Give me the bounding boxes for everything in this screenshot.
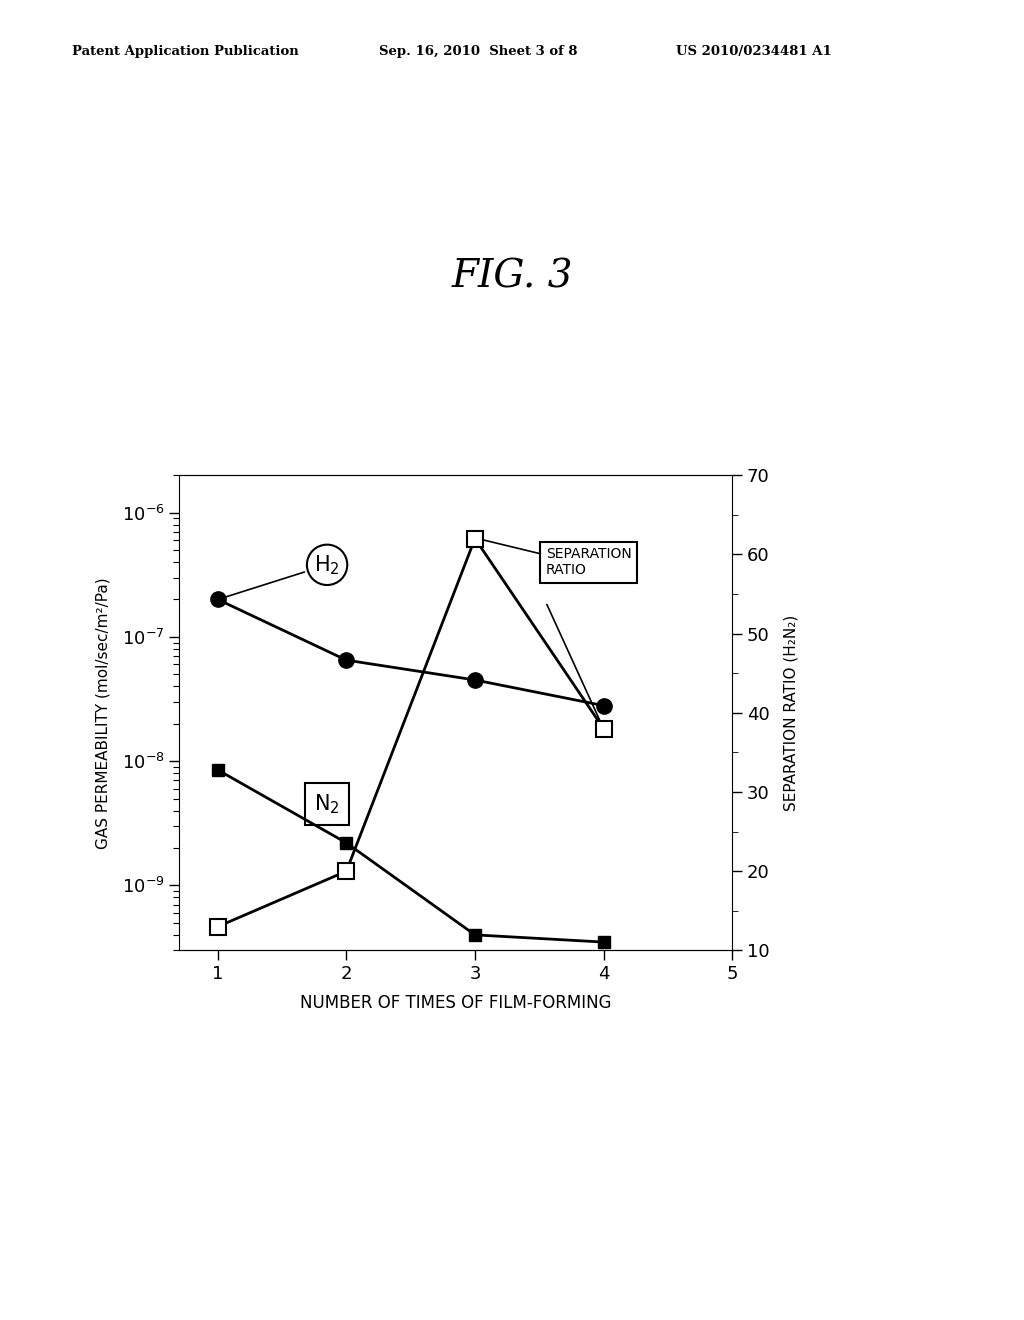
Y-axis label: GAS PERMEABILITY (mol/sec/m²/Pa): GAS PERMEABILITY (mol/sec/m²/Pa) <box>95 577 111 849</box>
Text: US 2010/0234481 A1: US 2010/0234481 A1 <box>676 45 831 58</box>
X-axis label: NUMBER OF TIMES OF FILM-FORMING: NUMBER OF TIMES OF FILM-FORMING <box>300 994 611 1012</box>
Y-axis label: SEPARATION RATIO (H₂N₂): SEPARATION RATIO (H₂N₂) <box>783 615 799 810</box>
Text: Sep. 16, 2010  Sheet 3 of 8: Sep. 16, 2010 Sheet 3 of 8 <box>379 45 578 58</box>
Text: H$_2$: H$_2$ <box>220 553 340 599</box>
Text: Patent Application Publication: Patent Application Publication <box>72 45 298 58</box>
Text: SEPARATION
RATIO: SEPARATION RATIO <box>546 548 632 577</box>
Text: FIG. 3: FIG. 3 <box>452 259 572 296</box>
Text: N$_2$: N$_2$ <box>314 792 340 816</box>
